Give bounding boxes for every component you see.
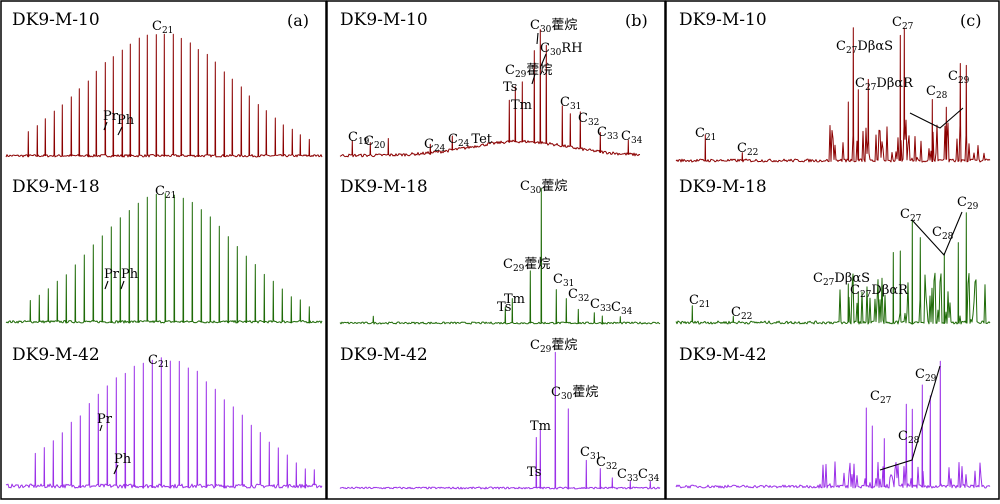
trace-b-dk9-m-10 (339, 29, 641, 158)
peak-label-c33: C33 (617, 467, 639, 484)
peak-label-c19: C19 (348, 130, 370, 147)
leader-line (879, 365, 941, 471)
panel-c-letter: (c) (960, 11, 981, 30)
peak-label-ph: Ph (121, 267, 139, 282)
panel-a-sample-2-label: DK9-M-18 (12, 177, 100, 197)
panel-b-sample-1-label: DK9-M-10 (340, 10, 428, 30)
trace-a-dk9-m-18 (5, 193, 323, 324)
traces-layer (5, 27, 991, 490)
peak-label-c32: C32 (578, 111, 599, 128)
leader-line (103, 121, 123, 136)
peak-label-tm: Tm (504, 292, 525, 307)
peak-label-c32: C32 (596, 455, 617, 472)
peak-label-c29: C29 (957, 195, 979, 212)
peak-label-c27dbas: C27DβαS (813, 271, 870, 288)
peak-label-c34: C34 (621, 129, 643, 146)
panel-b-sample-2-label: DK9-M-18 (340, 177, 428, 197)
peak-label-c21: C21 (148, 353, 169, 370)
peak-label-c33: C33 (590, 297, 612, 314)
peak-label-c29: C29 (915, 367, 937, 384)
peak-label-c27: C27 (870, 389, 892, 406)
peak-label-c24: C24 (424, 137, 446, 154)
peak-label-c31: C31 (580, 445, 601, 462)
panel-b-letter: (b) (625, 11, 648, 30)
peak-label-c21: C21 (695, 126, 716, 143)
peak-label-c34: C34 (638, 467, 660, 484)
peak-label-c29-hopane: C29藿烷 (503, 257, 550, 274)
trace-a-dk9-m-42 (5, 357, 323, 489)
panel-c-frame (665, 0, 1000, 500)
peak-label-c31: C31 (560, 95, 581, 112)
trace-b-dk9-m-42 (339, 351, 661, 490)
peak-label-c29-hopane: C29藿烷 (505, 63, 552, 80)
peak-label-ts: Ts (527, 465, 541, 480)
peak-label-tm: Tm (530, 419, 551, 434)
panel-c: (c) DK9-M-10 C27 C27DβαS C27DβαR C28 C29… (679, 10, 981, 471)
peak-label-c28: C28 (926, 84, 948, 101)
trace-c-dk9-m-18 (675, 212, 991, 325)
peak-label-c31: C31 (553, 272, 574, 289)
peak-label-c30-hopane: C30藿烷 (530, 18, 577, 35)
peak-label-tm: Tm (511, 98, 532, 113)
peak-label-c27dbar: C27DβαR (855, 76, 914, 93)
peak-label-c27dbar: C27DβαR (850, 283, 909, 300)
peak-label-pr: Pr (104, 267, 120, 282)
panel-a-sample-3-label: DK9-M-42 (12, 345, 100, 365)
peak-label-c27dbas: C27DβαS (836, 39, 893, 56)
panel-a-letter: (a) (287, 11, 309, 30)
panel-c-sample-2-label: DK9-M-18 (679, 177, 767, 197)
panel-a: (a) DK9-M-10 C21 Pr Ph DK9-M-18 C21 Pr P… (12, 10, 309, 475)
trace-c-dk9-m-10 (675, 27, 991, 163)
trace-b-dk9-m-18 (339, 187, 661, 325)
peak-label-c33: C33 (597, 125, 619, 142)
peak-label-ts: Ts (497, 300, 511, 315)
panel-b: (b) DK9-M-10 C30藿烷 C30RH C29藿烷 Ts Tm C31… (340, 10, 660, 484)
peak-label-c24-tet: C24 Tet (448, 132, 493, 149)
peak-label-c28: C28 (898, 429, 920, 446)
peak-label-c29: C29 (948, 69, 970, 86)
leader-line (909, 107, 964, 129)
leader-line (531, 32, 547, 85)
peak-label-pr: Pr (103, 109, 119, 124)
peak-label-c30-hopane: C30藿烷 (520, 179, 567, 196)
panel-a-frame (0, 0, 327, 500)
peak-label-c22: C22 (731, 305, 752, 322)
peak-label-c21: C21 (152, 19, 173, 36)
panel-c-sample-3-label: DK9-M-42 (679, 345, 767, 365)
peak-label-c34: C34 (611, 300, 633, 317)
trace-a-dk9-m-10 (5, 33, 323, 158)
panel-c-sample-1-label: DK9-M-10 (679, 10, 767, 30)
peak-label-c27: C27 (900, 207, 922, 224)
peak-label-ph: Ph (117, 113, 135, 128)
peak-label-c27: C27 (892, 15, 914, 32)
peak-label-c29-hopane: C29藿烷 (530, 338, 577, 355)
panel-a-sample-1-label: DK9-M-10 (12, 10, 100, 30)
peak-label-c32: C32 (568, 287, 589, 304)
panel-b-sample-3-label: DK9-M-42 (340, 345, 428, 365)
panel-b-frame (326, 0, 666, 500)
trace-c-dk9-m-42 (675, 360, 991, 489)
peak-label-c21: C21 (155, 184, 176, 201)
peak-label-c30-hopane: C30藿烷 (551, 385, 598, 402)
peak-label-c22: C22 (737, 141, 758, 158)
leader-line (104, 280, 125, 290)
leader-line (99, 424, 119, 475)
peak-label-c20: C20 (364, 134, 386, 151)
peak-label-ts: Ts (503, 80, 517, 95)
peak-label-c28: C28 (932, 225, 954, 242)
leader-line (911, 211, 963, 257)
peak-label-ph: Ph (114, 452, 132, 467)
peak-label-c21: C21 (689, 293, 710, 310)
peak-label-pr: Pr (97, 412, 113, 427)
peak-label-c30rh: C30RH (540, 41, 583, 58)
